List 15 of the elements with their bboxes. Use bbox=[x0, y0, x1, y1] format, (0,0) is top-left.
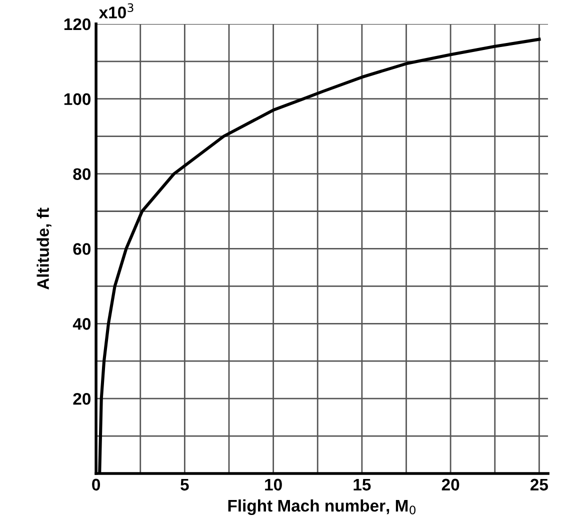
x-tick-label: 0 bbox=[92, 478, 100, 491]
y-tick-label: 100 bbox=[64, 93, 91, 106]
x-tick-label: 10 bbox=[265, 478, 282, 491]
text: x10$^{3}$ bbox=[98, 3, 134, 18]
x-tick-label: 5 bbox=[180, 478, 189, 491]
x-tick-label: 15 bbox=[354, 478, 371, 491]
x-tick-label: 20 bbox=[442, 478, 460, 491]
y-axis-title: Altitude, ft bbox=[36, 208, 52, 290]
x-axis-title: Flight Mach number, M$_{0}$ bbox=[228, 499, 416, 516]
y-tick-label: 120 bbox=[64, 18, 91, 30]
y-tick-label: 80 bbox=[73, 168, 91, 180]
y-tick-label: 60 bbox=[73, 243, 91, 255]
y-tick-label: 20 bbox=[73, 392, 91, 405]
x-tick-label: 25 bbox=[530, 478, 548, 491]
y-tick-label: 40 bbox=[72, 318, 91, 330]
